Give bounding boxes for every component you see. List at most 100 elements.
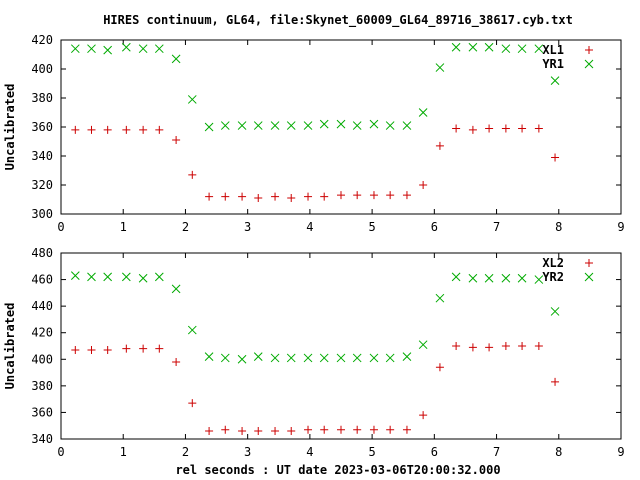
data-point: [517, 44, 527, 54]
data-point: [238, 192, 247, 201]
data-point: [221, 425, 230, 434]
data-point: [71, 345, 80, 354]
data-point: [418, 340, 428, 350]
data-point: [103, 345, 112, 354]
data-point: [221, 192, 230, 201]
data-point: [435, 363, 444, 372]
x-tick-label: 3: [244, 445, 251, 459]
data-point: [353, 191, 362, 200]
legend-marker: [584, 59, 594, 69]
x-tick-label: 8: [555, 220, 562, 234]
data-point: [287, 194, 296, 203]
data-point: [419, 411, 428, 420]
data-point: [319, 119, 329, 129]
data-point: [534, 44, 544, 54]
data-point: [155, 125, 164, 134]
data-point: [271, 192, 280, 201]
data-point: [435, 63, 445, 72]
data-point: [103, 272, 113, 282]
data-point: [319, 353, 329, 363]
data-point: [402, 191, 411, 200]
plot-frame: [60, 39, 622, 215]
data-point: [320, 192, 329, 201]
y-tick-label: 340: [31, 149, 53, 163]
data-point: [103, 45, 113, 55]
data-point: [171, 284, 181, 294]
y-tick-label: 400: [31, 62, 53, 76]
data-point: [270, 121, 280, 130]
chart-title: HIRES continuum, GL64, file:Skynet_60009…: [103, 13, 573, 28]
data-point: [155, 344, 164, 353]
data-point: [87, 345, 96, 354]
data-point: [303, 121, 313, 130]
x-tick-label: 0: [57, 220, 64, 234]
data-point: [402, 352, 412, 361]
data-point: [369, 425, 378, 434]
y-tick-label: 400: [31, 352, 53, 366]
data-point: [385, 121, 395, 130]
data-point: [237, 121, 247, 130]
x-tick-label: 7: [493, 445, 500, 459]
data-point: [253, 121, 263, 130]
x-axis-label: rel seconds : UT date 2023-03-06T20:00:3…: [175, 463, 500, 477]
y-tick-label: 320: [31, 178, 53, 192]
data-point: [187, 325, 197, 335]
x-tick-label: 4: [306, 445, 313, 459]
data-point: [501, 273, 511, 283]
data-point: [204, 122, 214, 132]
x-tick-label: 6: [431, 220, 438, 234]
data-point: [419, 181, 428, 189]
data-point: [385, 353, 395, 363]
data-point: [435, 141, 444, 150]
data-point: [188, 399, 197, 408]
legend-marker: [584, 272, 594, 282]
y-tick-label: 440: [31, 299, 53, 313]
x-tick-label: 6: [431, 445, 438, 459]
data-point: [287, 427, 296, 436]
data-point: [369, 353, 379, 363]
y-tick-label: 340: [31, 432, 53, 446]
x-tick-label: 8: [555, 445, 562, 459]
data-point: [485, 343, 494, 352]
data-point: [386, 425, 395, 434]
data-point: [121, 42, 131, 52]
data-point: [369, 191, 378, 200]
data-point: [418, 108, 428, 117]
y-axis-label: Uncalibrated: [3, 84, 17, 171]
data-point: [485, 124, 494, 133]
x-tick-label: 2: [182, 445, 189, 459]
y-tick-label: 460: [31, 273, 53, 287]
series-yr2: [70, 271, 560, 364]
data-point: [304, 425, 313, 434]
data-point: [286, 121, 296, 130]
data-point: [352, 121, 362, 130]
data-point: [551, 377, 560, 386]
data-point: [534, 275, 544, 284]
data-point: [172, 357, 181, 366]
data-point: [468, 343, 477, 352]
x-tick-label: 5: [368, 445, 375, 459]
data-point: [238, 427, 247, 436]
data-point: [451, 42, 461, 52]
data-point: [87, 272, 96, 282]
data-point: [304, 192, 313, 201]
data-point: [139, 344, 148, 353]
data-point: [70, 271, 80, 280]
data-point: [369, 119, 379, 129]
data-point: [320, 425, 329, 434]
data-point: [103, 125, 112, 134]
data-point: [187, 95, 197, 104]
data-point: [484, 42, 494, 52]
data-point: [220, 121, 230, 130]
data-point: [551, 153, 560, 162]
data-point: [534, 342, 543, 350]
data-point: [138, 44, 148, 54]
data-point: [402, 121, 412, 130]
data-point: [270, 353, 280, 363]
data-point: [172, 136, 181, 145]
series-xl2: [71, 342, 560, 436]
legend-label: YR2: [542, 270, 564, 284]
data-point: [188, 170, 197, 179]
data-point: [451, 272, 461, 282]
